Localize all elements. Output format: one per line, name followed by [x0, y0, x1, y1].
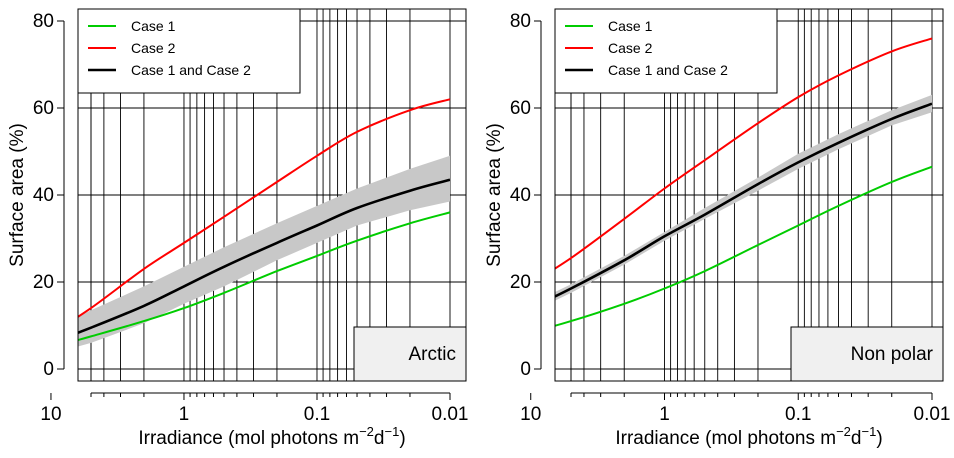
y-axis-label: Surface area (%): [484, 123, 505, 267]
x-axis-label: Irradiance (mol photons m−2d−1): [615, 424, 882, 449]
x-axis-label: Irradiance (mol photons m−2d−1): [138, 424, 405, 449]
legend-label-0: Case 1: [131, 18, 176, 34]
legend-label-0: Case 1: [608, 18, 653, 34]
y-tick-label: 40: [33, 185, 54, 206]
x-axis-label-sup1: −2: [836, 424, 851, 439]
legend-box: [554, 8, 778, 94]
x-axis-label-mid: d: [851, 428, 862, 449]
y-tick-label: 60: [510, 98, 531, 119]
legend-label-2: Case 1 and Case 2: [131, 62, 251, 78]
y-tick-label: 80: [510, 11, 531, 32]
y-tick-label: 20: [510, 272, 531, 293]
legend-label-1: Case 2: [608, 40, 653, 56]
x-tick-label: 0.1: [304, 404, 330, 425]
plot-area: [555, 37, 933, 327]
confidence-band: [555, 94, 932, 301]
chart-panel-0: Arctic Case 1 Case 2 Case 1 and Case 2 0 20 40…: [7, 8, 469, 449]
x-tick-label: 1: [179, 404, 190, 425]
x-axis-label-sup2: −1: [384, 424, 399, 439]
x-tick-label: 1: [659, 404, 670, 425]
legend-box: [77, 8, 301, 94]
plot-area: [78, 98, 451, 347]
panel-label-box: [790, 326, 944, 382]
chart-panel-1: Non polar Case 1 Case 2 Case 1 and Case 2 0 2…: [484, 8, 951, 449]
y-tick-label: 60: [33, 98, 54, 119]
x-axis-label-mid: d: [374, 428, 385, 449]
panel-label-box: [353, 326, 467, 382]
x-axis-label-main: Irradiance (mol photons m: [138, 428, 359, 449]
y-tick-label: 20: [33, 272, 54, 293]
series-line-1: [555, 37, 933, 270]
panel-label: Arctic: [409, 344, 457, 365]
y-tick-label: 80: [33, 11, 54, 32]
x-axis-label-main: Irradiance (mol photons m: [615, 428, 836, 449]
x-tick-label: 0.01: [914, 404, 951, 425]
y-tick-label: 0: [520, 359, 531, 380]
y-tick-label: 0: [43, 359, 54, 380]
x-axis-label-sup1: −2: [359, 424, 374, 439]
legend-label-2: Case 1 and Case 2: [608, 62, 728, 78]
y-axis-label: Surface area (%): [7, 123, 28, 267]
series-line-1: [78, 98, 451, 319]
panel-label: Non polar: [851, 344, 934, 365]
x-tick-label: 10: [40, 404, 61, 425]
series-line-2: [555, 102, 933, 298]
x-axis-label-end: ): [399, 428, 405, 449]
x-axis-label-end: ): [876, 428, 882, 449]
confidence-band: [78, 155, 450, 347]
y-tick-label: 40: [510, 185, 531, 206]
x-tick-label: 0.1: [785, 404, 811, 425]
x-tick-label: 10: [520, 404, 541, 425]
legend-label-1: Case 2: [131, 40, 176, 56]
x-tick-label: 0.01: [432, 404, 469, 425]
x-axis-label-sup2: −1: [861, 424, 876, 439]
series-line-0: [555, 165, 933, 327]
